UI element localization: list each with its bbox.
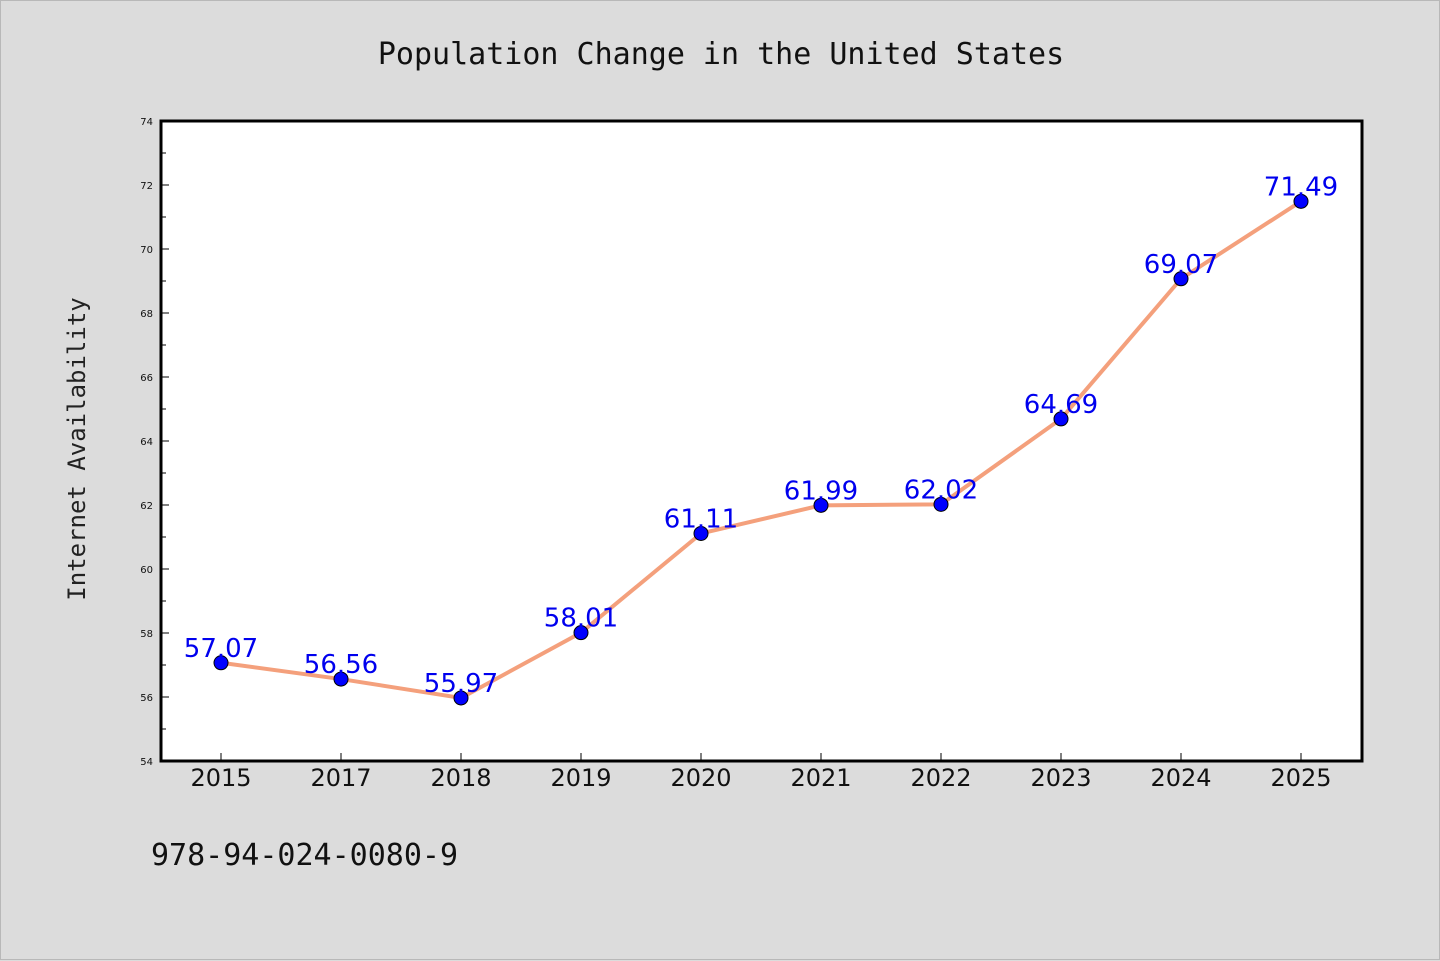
data-point-marker [453,690,469,706]
data-label: 58.01 [544,604,618,634]
x-tick-label: 2022 [910,764,971,792]
y-tick-label: 72 [140,181,153,192]
y-axis-label: Internet Availability [63,297,91,600]
data-label: 56.56 [304,650,378,680]
x-tick-label: 2017 [310,764,371,792]
data-point-marker [333,671,349,687]
x-tick-label: 2015 [190,764,251,792]
y-tick-label: 62 [140,501,153,512]
data-point-marker [1053,411,1069,427]
x-tick-label: 2020 [670,764,731,792]
data-point-marker [1293,193,1309,209]
x-tick-label: 2019 [550,764,611,792]
data-label: 57.07 [184,634,258,664]
y-tick-label: 58 [140,629,153,640]
y-tick-label: 70 [140,245,153,256]
data-point-marker [573,625,589,641]
plot-area [159,119,1364,763]
series-line-group [213,193,1309,706]
y-tick-label: 66 [140,373,153,384]
x-tick-label: 2025 [1270,764,1331,792]
data-label: 64.69 [1024,390,1098,420]
data-point-marker [813,497,829,513]
y-tick-label: 54 [140,757,153,768]
data-label: 69.07 [1144,250,1218,280]
data-label: 61.11 [664,504,738,534]
y-tick-label: 60 [140,565,153,576]
data-point-marker [693,525,709,541]
y-tick-label: 64 [140,437,153,448]
y-tick-label: 56 [140,693,153,704]
data-label: 62.02 [904,475,978,505]
data-point-marker [213,655,229,671]
series-line [219,199,1303,700]
data-label: 55.97 [424,669,498,699]
footnote-isbn: 978-94-024-0080-9 [151,838,458,873]
data-labels-group: 57.07 56.56 55.97 58.01 61.11 61.99 62.02 64.69… [184,172,1338,699]
y-tick-label: 74 [140,117,153,128]
y-tick-label: 68 [140,309,153,320]
x-axis: 2015 2017 2018 2019 2020 2021 2022 2023 2024 2025 [190,753,1332,792]
data-point-marker [933,496,949,512]
data-label: 61.99 [784,476,858,506]
x-tick-label: 2024 [1150,764,1211,792]
data-point-marker [1173,271,1189,287]
y-axis: 54 56 58 60 62 64 66 68 70 72 74 [140,117,169,768]
data-label: 71.49 [1264,172,1338,202]
x-tick-label: 2021 [790,764,851,792]
chart-title: Population Change in the United States [378,37,1064,72]
x-tick-label: 2023 [1030,764,1091,792]
x-tick-label: 2018 [430,764,491,792]
